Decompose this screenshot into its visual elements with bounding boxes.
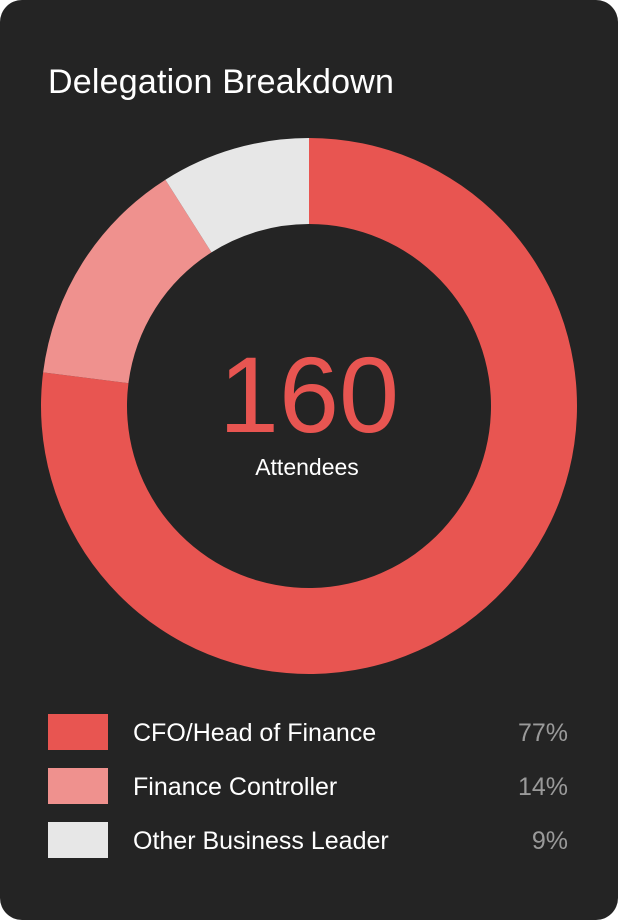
donut-slices	[40, 138, 578, 674]
chart-legend: CFO/Head of Finance 77% Finance Controll…	[48, 714, 568, 876]
legend-swatch-cfo	[48, 714, 108, 750]
legend-item-other-business-leader: Other Business Leader 9%	[48, 822, 568, 858]
legend-value-other-business-leader: 9%	[531, 827, 568, 855]
card-title: Delegation Breakdown	[48, 63, 395, 101]
donut-slice-other-business-leader	[165, 138, 309, 253]
legend-item-cfo: CFO/Head of Finance 77%	[48, 714, 568, 750]
legend-swatch-finance-controller	[48, 768, 108, 804]
donut-chart: 160 Attendees	[40, 138, 578, 674]
legend-label-cfo: CFO/Head of Finance	[133, 719, 377, 747]
donut-slice-cfo	[40, 138, 578, 674]
donut-slice-finance-controller	[43, 179, 212, 384]
legend-label-finance-controller: Finance Controller	[133, 773, 338, 801]
legend-value-finance-controller: 14%	[517, 773, 568, 801]
legend-item-finance-controller: Finance Controller 14%	[48, 768, 568, 804]
legend-swatch-other-business-leader	[48, 822, 108, 858]
center-total-value: 160	[219, 334, 399, 455]
center-total-label: Attendees	[255, 454, 359, 480]
legend-value-cfo: 77%	[517, 719, 568, 747]
legend-label-other-business-leader: Other Business Leader	[133, 827, 389, 855]
